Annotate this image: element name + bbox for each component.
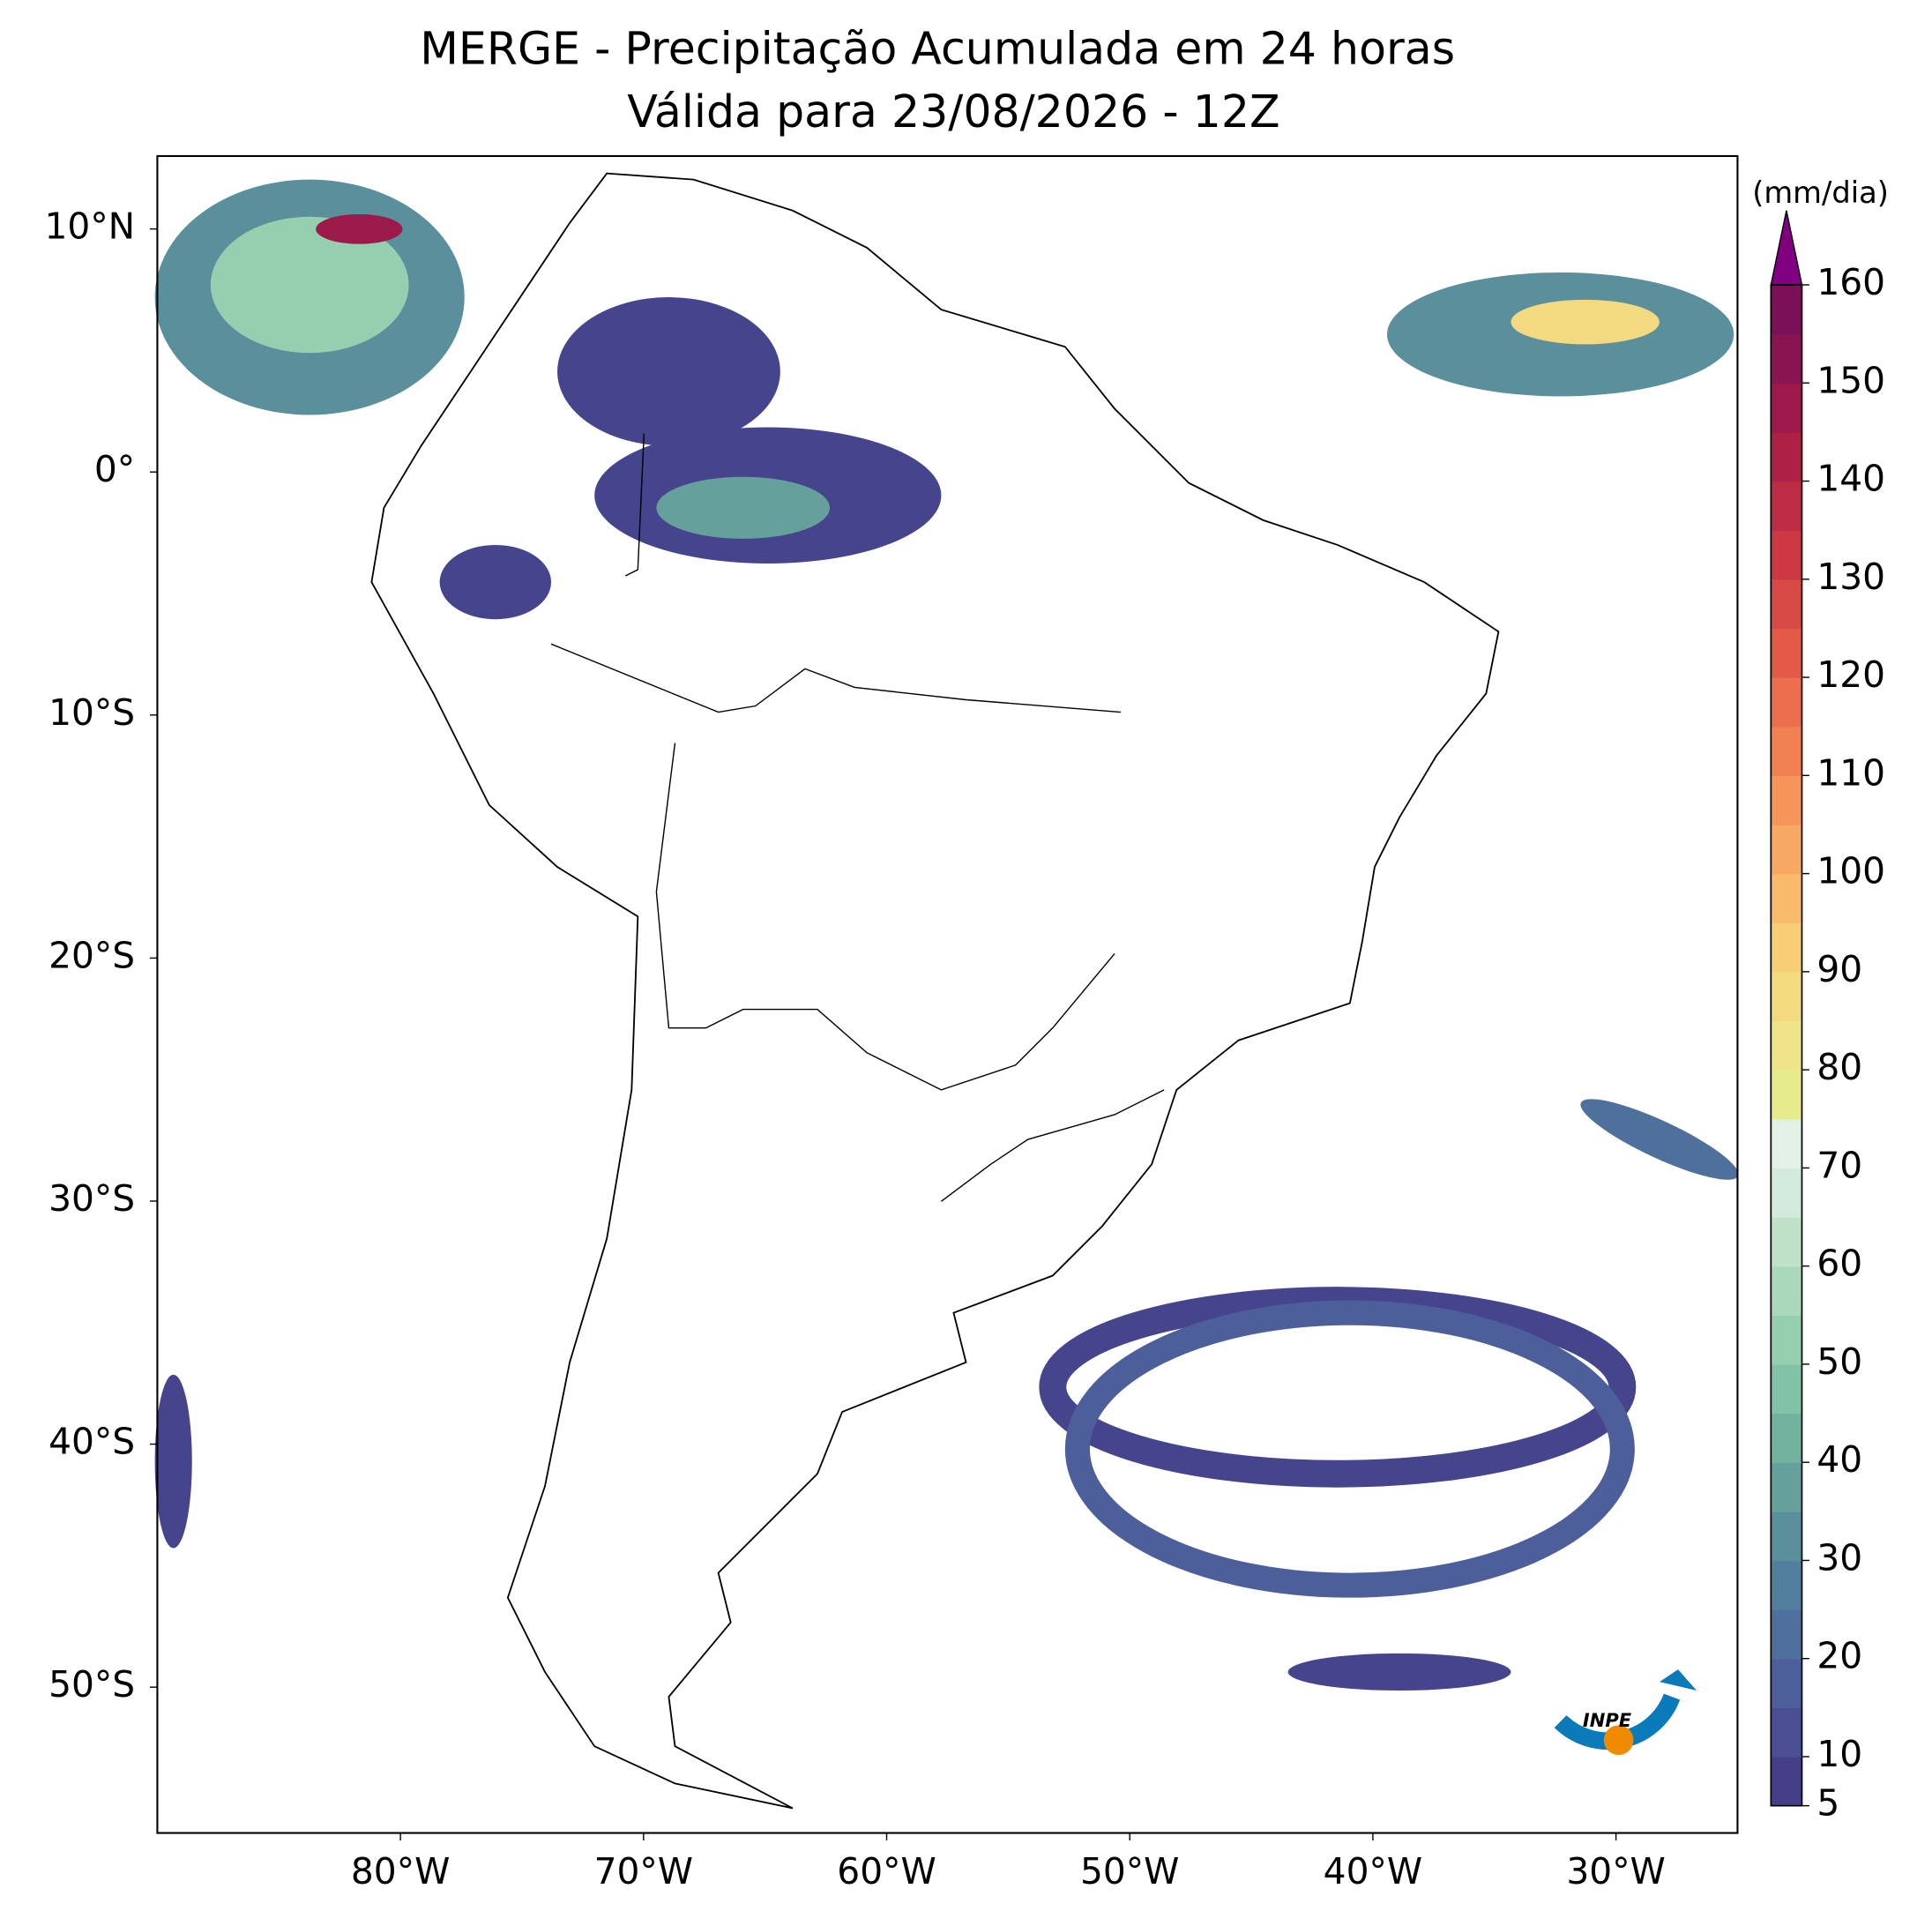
x-tick-label: 30°W [1566, 1850, 1665, 1892]
x-tick-label: 40°W [1324, 1850, 1422, 1892]
y-tick-label: 20°S [48, 934, 135, 976]
border [550, 643, 1122, 713]
colorbar-tick-label: 140 [1816, 458, 1885, 500]
colorbar-tick-label: 60 [1816, 1243, 1862, 1285]
colorbar-band [1771, 1315, 1802, 1365]
colorbar-tick-label: 10 [1816, 1733, 1862, 1775]
logo-text: INPE [1583, 1709, 1632, 1731]
colorbar-band [1771, 431, 1802, 482]
colorbar-tick-label: 20 [1816, 1635, 1862, 1677]
colorbar-label: (mm/dia) [1752, 175, 1889, 210]
colorbar-tick-label: 5 [1816, 1782, 1839, 1825]
x-tick-label: 50°W [1080, 1850, 1179, 1892]
y-tick-label: 40°S [48, 1421, 135, 1463]
colorbar-tick-label: 110 [1816, 751, 1885, 794]
precip-area [1064, 1300, 1635, 1598]
border [940, 1089, 1165, 1202]
colorbar-band [1771, 1168, 1802, 1218]
y-tick-label: 0° [94, 448, 135, 490]
precip-area [316, 213, 403, 244]
colorbar-tick-label: 50 [1816, 1340, 1862, 1383]
precip-area [656, 476, 831, 539]
colorbar-band [1771, 726, 1802, 777]
precip-area [1580, 1099, 1739, 1180]
colorbar-band [1771, 285, 1802, 335]
colorbar-band [1771, 383, 1802, 433]
colorbar-tick-label: 150 [1816, 359, 1885, 401]
border [624, 433, 645, 577]
map-frame [156, 154, 1739, 1834]
colorbar-frame [1770, 284, 1803, 1807]
map-subtitle: Válida para 23/08/2026 - 12Z [627, 86, 1279, 138]
colorbar-tick-label: 30 [1816, 1536, 1862, 1579]
coastline [370, 172, 1500, 1810]
colorbar-band [1771, 1363, 1802, 1415]
colorbar-band [1771, 1511, 1802, 1562]
colorbar-band [1771, 775, 1802, 825]
colorbar-tick-label: 90 [1816, 948, 1862, 990]
y-tick-label: 50°S [48, 1663, 135, 1706]
colorbar-band [1771, 873, 1802, 923]
x-tick-label: 70°W [594, 1850, 693, 1892]
colorbar-band [1771, 1462, 1802, 1512]
borders [550, 433, 1165, 1202]
x-tick-label: 80°W [351, 1850, 450, 1892]
logo-arrow [1659, 1669, 1697, 1691]
colorbar-band [1771, 1707, 1802, 1758]
colorbar-band [1771, 1217, 1802, 1267]
colorbar-band [1771, 1020, 1802, 1071]
y-tick-label: 30°S [48, 1177, 135, 1220]
border [655, 743, 1115, 1091]
x-tick-label: 60°W [837, 1850, 936, 1892]
logo-dot [1603, 1725, 1634, 1756]
colorbar-band [1771, 1070, 1802, 1120]
colorbar-band [1771, 677, 1802, 728]
colorbar-band [1771, 481, 1802, 531]
colorbar-band [1771, 1265, 1802, 1317]
colorbar-band [1771, 628, 1802, 678]
colorbar-band [1771, 1609, 1802, 1660]
y-tick-label: 10°N [45, 205, 136, 248]
map-title: MERGE - Precipitação Acumulada em 24 hor… [420, 22, 1455, 74]
logo: INPE [1554, 1669, 1697, 1756]
precip-area [154, 1374, 192, 1549]
precip-area [439, 544, 552, 620]
precip-area [557, 297, 780, 446]
colorbar-tick-label: 40 [1816, 1438, 1862, 1481]
colorbar-tick-label: 80 [1816, 1046, 1862, 1088]
colorbar-band [1771, 824, 1802, 875]
colorbar-band [1771, 579, 1802, 630]
colorbar-band [1771, 1118, 1802, 1169]
precipitation-areas [154, 179, 1739, 1691]
precip-area [1511, 299, 1660, 345]
colorbar-band [1771, 1756, 1802, 1807]
colorbar-band [1771, 333, 1802, 384]
precip-area [1287, 1653, 1511, 1691]
colorbar-band [1771, 922, 1802, 973]
y-tick-label: 10°S [48, 691, 135, 734]
precip-area [210, 216, 409, 354]
colorbar-band [1771, 971, 1802, 1022]
colorbar-band [1771, 1413, 1802, 1463]
colorbar-tick-label: 160 [1816, 261, 1885, 303]
colorbar-tick-label: 130 [1816, 556, 1885, 598]
colorbar-tick-label: 100 [1816, 850, 1885, 892]
precip-area [1039, 1287, 1637, 1488]
colorbar-band [1771, 1560, 1802, 1610]
colorbar-tick-label: 70 [1816, 1144, 1862, 1186]
colorbar-band [1771, 530, 1802, 580]
colorbar-band [1771, 1658, 1802, 1709]
colorbar-tick-label: 120 [1816, 653, 1885, 696]
